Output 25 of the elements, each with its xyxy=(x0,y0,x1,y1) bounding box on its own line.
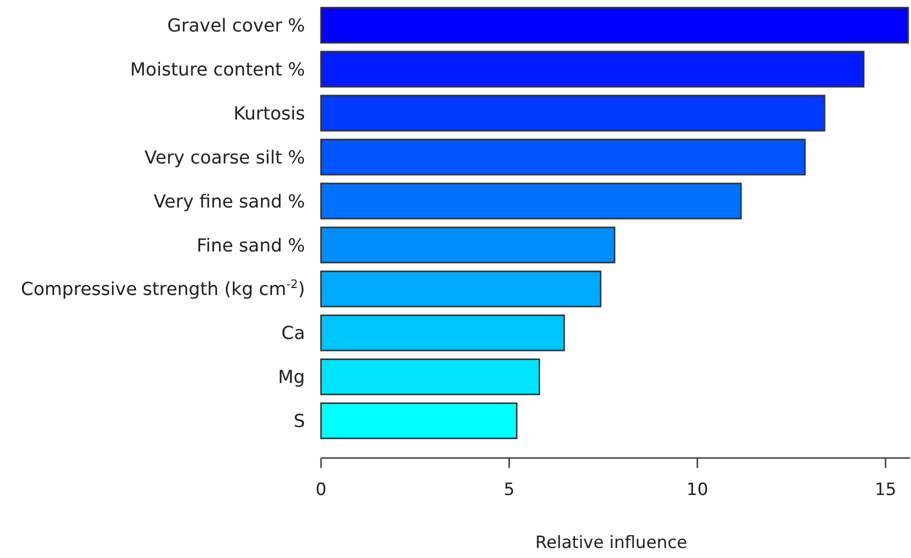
y-tick-label: Fine sand % xyxy=(196,235,305,256)
y-tick-label: Compressive strength (kg cm$^{-2}$) xyxy=(20,277,305,300)
y-tick-label: Very coarse silt % xyxy=(144,147,305,168)
bar xyxy=(320,358,540,396)
bar xyxy=(320,402,518,440)
y-tick-label: S xyxy=(294,411,305,432)
bar xyxy=(320,314,565,352)
bar xyxy=(320,6,909,44)
x-tick-label: 0 xyxy=(316,480,326,500)
y-tick-label: Kurtosis xyxy=(233,103,305,124)
bar xyxy=(320,182,742,220)
bar xyxy=(320,138,806,176)
bar xyxy=(320,50,864,88)
y-tick-label: Gravel cover % xyxy=(167,16,305,37)
bar xyxy=(320,94,826,132)
x-tick-label: 5 xyxy=(504,480,515,500)
y-tick-label: Mg xyxy=(278,367,305,388)
y-tick-label: Very fine sand % xyxy=(154,191,305,212)
x-tick-label: 10 xyxy=(686,480,708,500)
bar xyxy=(320,270,602,308)
y-tick-label: Moisture content % xyxy=(130,59,305,80)
x-tick-label: 15 xyxy=(874,480,896,500)
bar xyxy=(320,226,616,264)
y-tick-label: Ca xyxy=(281,323,305,344)
x-axis-title: Relative influence xyxy=(535,533,688,553)
